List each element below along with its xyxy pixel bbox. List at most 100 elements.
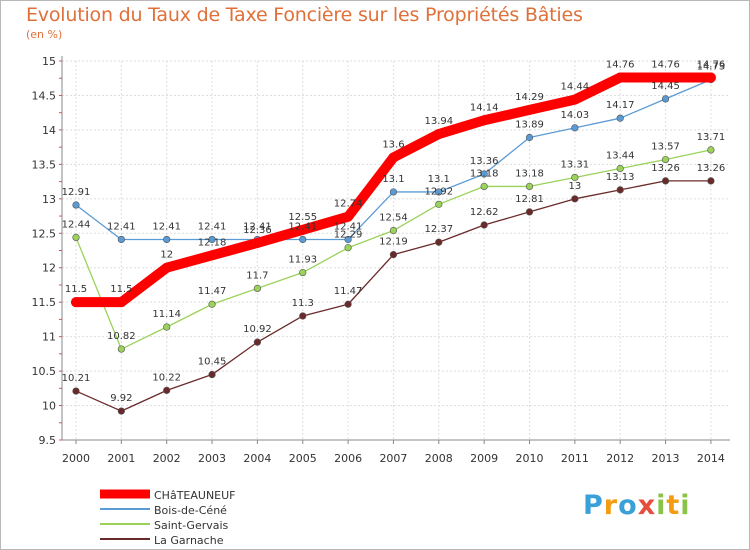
x-tick-label: 2003 [198,452,226,465]
data-label: 12.41 [152,221,181,232]
data-point [389,188,398,196]
data-point [435,188,443,196]
data-label: 14.29 [515,92,544,103]
data-point [72,201,80,209]
data-label: 11.5 [110,284,132,295]
data-label: 12 [160,250,173,261]
legend-label: Saint-Gervais [154,519,229,532]
data-point [299,235,307,244]
proxiti-logo: Proxiti [583,490,691,521]
logo-letter: x [637,490,657,521]
data-label: 14.14 [470,102,499,113]
data-label: 11.14 [152,309,181,320]
data-label: 13.26 [651,163,680,174]
data-point [435,238,443,246]
data-point [253,338,261,346]
data-label: 12.44 [62,219,91,230]
data-label: 13.26 [697,163,726,174]
logo-letter: t [666,490,681,521]
data-point [660,72,671,83]
data-label: 10.21 [62,373,91,384]
data-label: 13.57 [651,142,680,153]
x-tick-label: 2000 [62,452,90,465]
x-tick-label: 2005 [289,452,317,465]
data-point [71,297,81,308]
data-point [525,133,534,142]
y-tick-label: 13.5 [32,158,57,171]
logo-letter: i [680,490,691,521]
data-point [389,226,398,235]
data-label: 12.41 [243,221,272,232]
chart-title: Evolution du Taux de Taxe Foncière sur l… [26,4,583,26]
data-point [161,262,172,273]
data-point [252,237,263,248]
data-label: 11.47 [334,286,363,297]
data-label: 13.44 [606,150,635,161]
data-label: 11.5 [65,284,87,295]
data-label: 10.82 [107,331,136,342]
data-point [525,182,534,191]
x-tick-label: 2007 [379,452,407,465]
data-label: 14.45 [651,81,680,92]
data-point [480,221,488,229]
y-tick-label: 9.5 [39,434,57,447]
data-label: 13.1 [382,174,404,185]
data-point [297,224,308,235]
data-label: 14.76 [651,60,680,71]
data-label: 13.36 [470,156,499,167]
x-tick-label: 2012 [606,452,634,465]
data-point [615,72,626,83]
data-point [72,233,80,242]
data-point [569,94,580,105]
y-tick-label: 14.5 [32,89,57,102]
data-point [344,235,352,244]
data-point [707,146,715,154]
data-point [433,129,444,140]
data-label: 12.36 [243,225,272,236]
data-point [299,268,307,277]
x-tick-label: 2006 [334,452,362,465]
data-point [343,211,354,222]
data-label: 12.19 [379,237,408,248]
data-label: 14.76 [606,60,635,71]
legend-label: CHâTEAUNEUF [154,489,236,502]
data-point [344,244,352,252]
data-point [525,208,534,216]
data-point [389,251,398,259]
data-point [707,177,715,185]
data-point [208,370,216,379]
data-label: 12.18 [198,237,227,248]
y-tick-label: 10 [42,400,56,413]
data-label: 13.94 [424,116,453,127]
data-point [163,386,171,394]
data-point [616,114,624,122]
data-label: 12.41 [334,221,363,232]
data-label: 13.18 [515,168,544,179]
x-tick-label: 2014 [697,452,725,465]
data-label: 12.41 [288,221,317,232]
data-label: 10.22 [152,372,181,383]
data-label: 14.03 [561,110,590,121]
data-label: 13.89 [515,119,544,130]
x-tick-label: 2001 [107,452,135,465]
x-tick-label: 2002 [153,452,181,465]
logo-letter: i [656,490,667,521]
data-label: 12.37 [424,224,453,235]
data-point [661,155,670,164]
data-label: 14.44 [561,82,590,93]
data-point [435,200,443,208]
data-label: 12.29 [334,230,363,241]
data-point [72,387,80,395]
data-label: 13.13 [606,172,635,183]
data-label: 14.17 [606,100,635,111]
y-tick-label: 12 [42,262,56,275]
y-tick-label: 14 [42,124,56,137]
data-label: 12.62 [470,207,499,218]
data-point [705,72,716,83]
logo-letter: r [603,490,619,521]
data-point [571,173,579,182]
data-point [388,152,399,163]
chart-subtitle: (en %) [26,28,63,41]
y-tick-label: 10.5 [32,365,57,378]
data-point [253,284,261,293]
